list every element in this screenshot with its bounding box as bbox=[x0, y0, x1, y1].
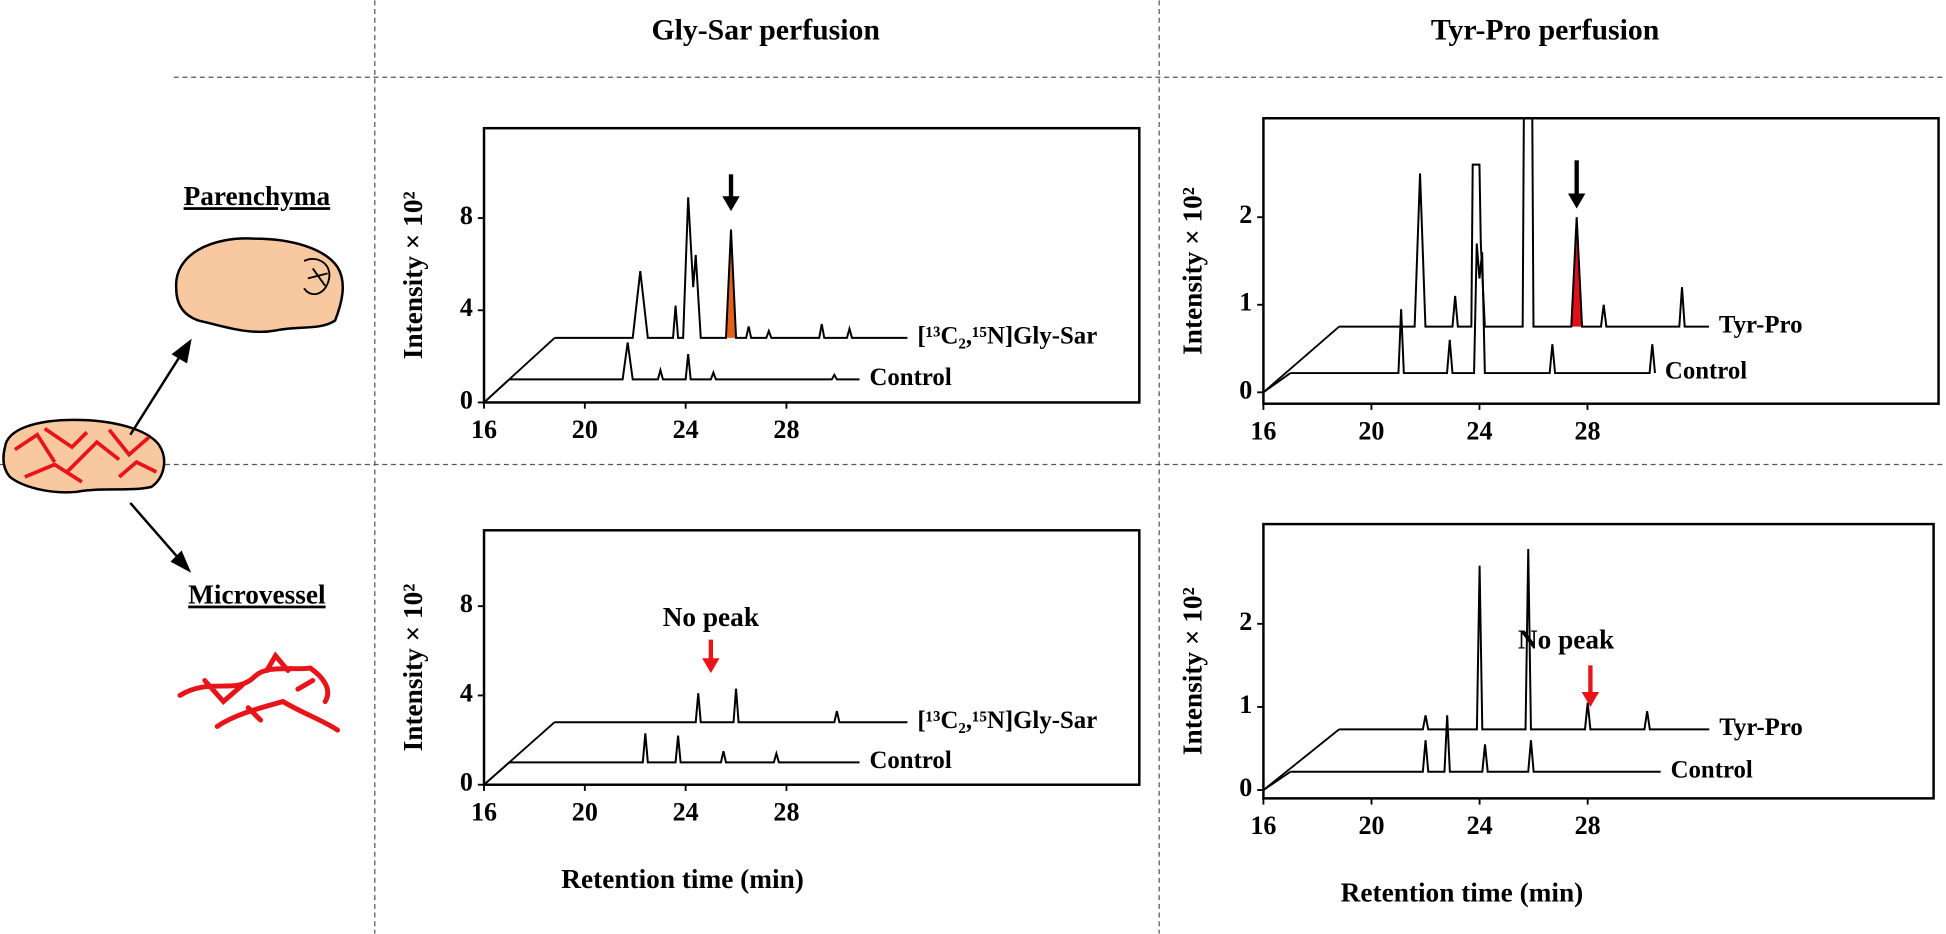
y-tick-label: 2 bbox=[1239, 607, 1252, 636]
y-tick-label: 4 bbox=[460, 678, 473, 707]
arrow-head bbox=[1581, 692, 1600, 707]
x-tick-label: 20 bbox=[572, 415, 598, 444]
series-label: [¹³C₂,¹⁵N]Gly-Sar bbox=[917, 707, 1097, 734]
x-axis-label: Retention time (min) bbox=[561, 864, 804, 894]
column-header: Tyr-Pro perfusion bbox=[1431, 13, 1660, 46]
x-tick-label: 20 bbox=[1358, 811, 1384, 840]
plot-area bbox=[1263, 118, 1710, 394]
arrow-head bbox=[702, 658, 720, 674]
x-tick-label: 20 bbox=[572, 797, 598, 826]
highlight-peak bbox=[725, 229, 737, 338]
waterfall-edge bbox=[484, 761, 510, 785]
y-axis-label: Intensity × 10² bbox=[1177, 187, 1207, 355]
plot-area bbox=[484, 197, 908, 403]
y-tick-label: 0 bbox=[1239, 375, 1252, 404]
trace bbox=[1290, 715, 1661, 773]
y-tick-label: 0 bbox=[1239, 773, 1252, 802]
trace bbox=[554, 197, 908, 339]
x-tick-label: 24 bbox=[673, 415, 699, 444]
plot-area bbox=[484, 688, 908, 785]
y-axis-label: Intensity × 10² bbox=[1177, 587, 1207, 755]
x-tick-label: 16 bbox=[1250, 811, 1276, 840]
waterfall-edge bbox=[1263, 372, 1291, 394]
x-axis-label: Retention time (min) bbox=[1341, 877, 1584, 907]
series-label: Control bbox=[869, 364, 951, 391]
arrow-drawing bbox=[129, 338, 192, 573]
series-label: Control bbox=[1671, 756, 1753, 783]
annotation: No peak bbox=[1518, 624, 1615, 654]
x-tick-label: 20 bbox=[1358, 416, 1384, 445]
plot-frame bbox=[1262, 117, 1940, 405]
x-tick-label: 16 bbox=[471, 797, 497, 826]
column-header: Gly-Sar perfusion bbox=[651, 13, 880, 46]
x-tick-label: 28 bbox=[773, 415, 799, 444]
series-label: Control bbox=[1665, 358, 1747, 385]
brain-parenchyma bbox=[174, 237, 345, 334]
x-tick-label: 24 bbox=[1466, 416, 1492, 445]
plot-area bbox=[1263, 549, 1710, 791]
x-tick-label: 28 bbox=[1574, 416, 1600, 445]
trace bbox=[509, 733, 860, 764]
y-tick-label: 8 bbox=[460, 589, 473, 618]
trace bbox=[1339, 118, 1710, 328]
series-label: [¹³C₂,¹⁵N]Gly-Sar bbox=[917, 323, 1097, 350]
y-axis-label: Intensity × 10² bbox=[398, 191, 428, 359]
y-tick-label: 1 bbox=[1239, 690, 1252, 719]
arrow-head bbox=[722, 196, 740, 212]
brain-whole bbox=[2, 418, 166, 494]
y-tick-label: 8 bbox=[460, 201, 473, 230]
waterfall-edge bbox=[484, 378, 510, 403]
trace bbox=[554, 688, 908, 724]
waterfall-edge bbox=[1263, 770, 1291, 791]
x-tick-label: 28 bbox=[1575, 811, 1601, 840]
row-label: Parenchyma bbox=[184, 181, 331, 211]
plot-frame bbox=[482, 126, 1141, 404]
waterfall-edge bbox=[1263, 728, 1340, 791]
row-label: Microvessel bbox=[188, 580, 326, 610]
x-tick-label: 28 bbox=[773, 797, 799, 826]
plot-frame bbox=[482, 529, 1141, 786]
waterfall-edge bbox=[1263, 325, 1340, 394]
highlight-peak bbox=[1571, 217, 1583, 327]
y-tick-label: 0 bbox=[460, 768, 473, 797]
series-label: Control bbox=[869, 747, 951, 774]
x-tick-label: 24 bbox=[673, 797, 699, 826]
x-tick-label: 16 bbox=[1250, 416, 1276, 445]
y-tick-label: 2 bbox=[1239, 200, 1252, 229]
x-tick-label: 16 bbox=[471, 415, 497, 444]
series-label: Tyr-Pro bbox=[1719, 311, 1803, 338]
trace bbox=[1339, 549, 1710, 731]
y-tick-label: 0 bbox=[460, 385, 473, 414]
y-tick-label: 4 bbox=[460, 293, 473, 322]
trace bbox=[509, 342, 860, 381]
arrow-head bbox=[1567, 193, 1586, 209]
y-tick-label: 1 bbox=[1239, 288, 1252, 317]
x-tick-label: 24 bbox=[1467, 811, 1493, 840]
annotation: No peak bbox=[663, 602, 760, 632]
y-axis-label: Intensity × 10² bbox=[398, 584, 428, 752]
series-label: Tyr-Pro bbox=[1719, 714, 1803, 741]
plot-frame bbox=[1262, 522, 1935, 800]
trace bbox=[1290, 243, 1656, 375]
microvessel-drawing bbox=[177, 651, 341, 733]
